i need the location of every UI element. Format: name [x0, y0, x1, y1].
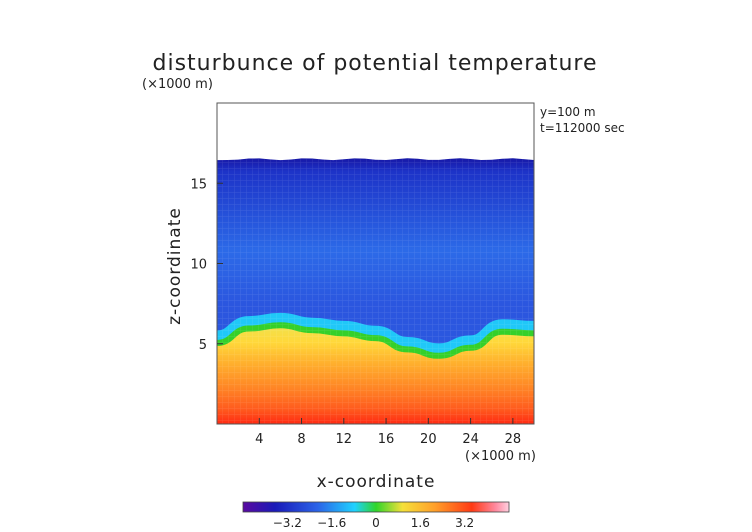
- y-tick-label: 10: [190, 258, 207, 273]
- colorbar-tick-label: 3.2: [455, 516, 474, 530]
- x-tick-label: 28: [505, 432, 522, 447]
- x-tick-label: 12: [336, 432, 353, 447]
- colorbar-tick-label: −3.2: [273, 516, 302, 530]
- y-axis: 5 10 15: [190, 177, 223, 353]
- x-tick-label: 24: [462, 432, 479, 447]
- annotation-y: y=100 m: [540, 105, 596, 119]
- x-tick-label: 8: [297, 432, 305, 447]
- colorbar-tick-label: −1.6: [317, 516, 346, 530]
- colorbar: [242, 501, 510, 513]
- colorbar-ticks: −3.2 −1.6 0 1.6 3.2: [273, 516, 474, 530]
- x-tick-label: 16: [378, 432, 395, 447]
- x-axis-label: x-coordinate: [317, 472, 436, 492]
- annotation-t: t=112000 sec: [540, 121, 625, 135]
- unit-label-top: (×1000 m): [142, 77, 213, 92]
- x-axis: 4 8 12 16 20 24 28: [255, 418, 521, 447]
- plot-area: [216, 102, 535, 425]
- x-tick-label: 20: [420, 432, 437, 447]
- x-tick-label: 4: [255, 432, 263, 447]
- chart-title: disturbunce of potential temperature: [153, 51, 598, 76]
- colorbar-tick-label: 0: [372, 516, 380, 530]
- y-axis-label: z-coordinate: [165, 207, 185, 325]
- x-axis-unit: (×1000 m): [465, 449, 536, 464]
- texture-overlay: [217, 159, 534, 425]
- y-tick-label: 15: [190, 177, 207, 192]
- y-tick-label: 5: [199, 338, 207, 353]
- colorbar-tick-label: 1.6: [411, 516, 430, 530]
